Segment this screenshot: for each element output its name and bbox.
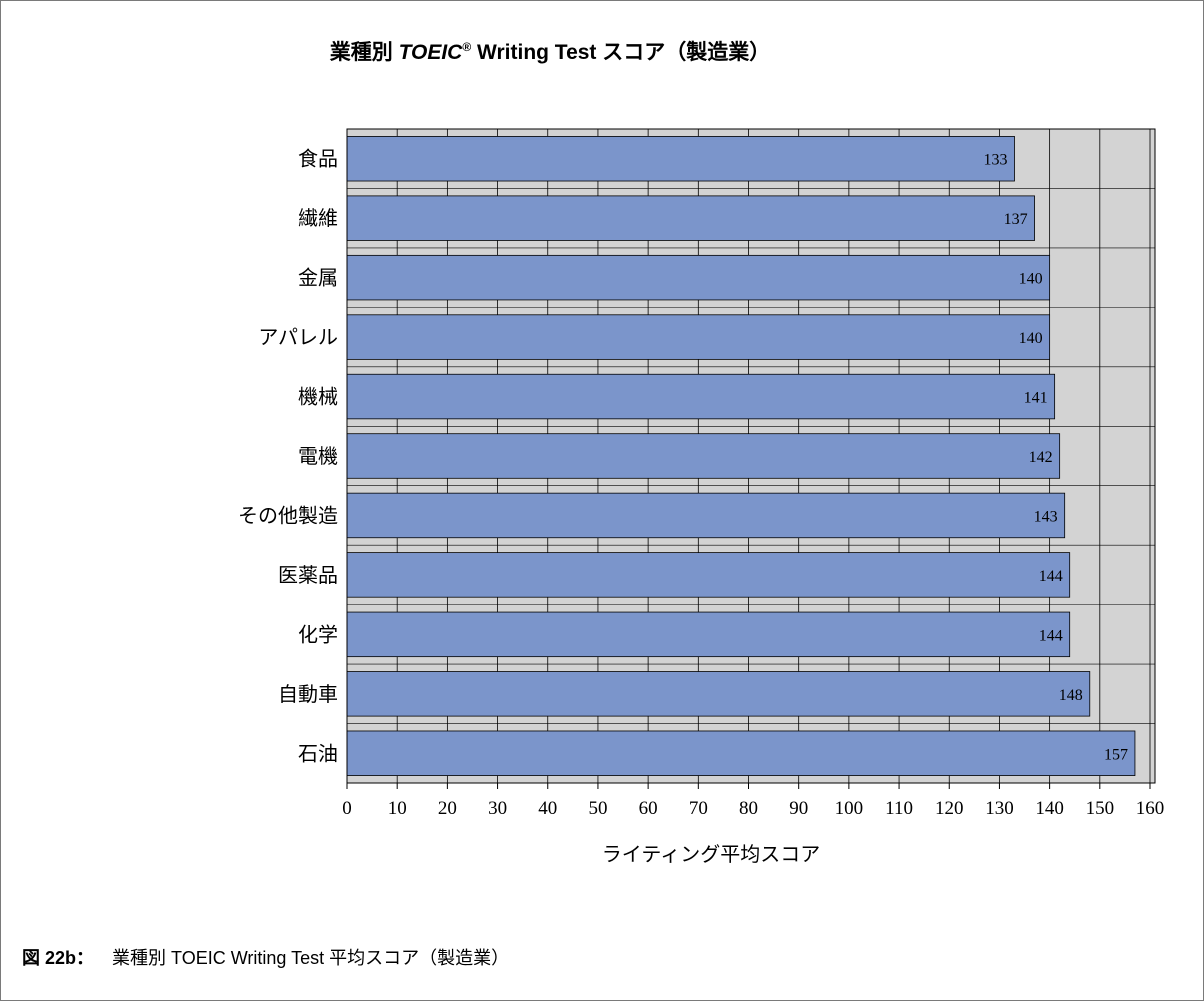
- data-label: 141: [1024, 390, 1048, 407]
- bar: [346, 254, 1051, 301]
- figure-caption-text: 業種別 TOEIC Writing Test 平均スコア（製造業）: [112, 948, 510, 968]
- x-axis-label: ライティング平均スコア: [602, 842, 820, 866]
- category-label: 化学: [298, 622, 338, 646]
- x-tick-label: 130: [985, 798, 1014, 819]
- data-label: 148: [1059, 687, 1083, 704]
- x-tick-label: 10: [388, 798, 407, 819]
- category-label: 食品: [298, 147, 338, 171]
- bar: [346, 136, 1015, 182]
- category-label: その他製造: [238, 503, 338, 527]
- x-tick-label: 140: [1035, 798, 1064, 819]
- category-label: 電機: [298, 444, 338, 468]
- data-label: 144: [1039, 568, 1063, 585]
- data-label: 143: [1034, 508, 1058, 525]
- bar: [346, 314, 1051, 360]
- category-label: 金属: [298, 266, 338, 290]
- bar: [346, 671, 1091, 717]
- data-label: 133: [983, 152, 1007, 169]
- bar: [346, 373, 1056, 420]
- data-label: 157: [1104, 746, 1128, 763]
- figure-number: 図 22b：: [22, 948, 95, 968]
- x-tick-label: 20: [438, 798, 457, 819]
- x-tick-label: 60: [639, 798, 658, 819]
- x-tick-label: 80: [739, 798, 758, 819]
- category-label: アパレル: [258, 325, 338, 349]
- bar: [346, 611, 1071, 658]
- data-label: 142: [1029, 449, 1053, 466]
- bar: [346, 492, 1066, 539]
- figure-caption: 図 22b： 業種別 TOEIC Writing Test 平均スコア（製造業）: [22, 944, 509, 970]
- x-tick-label: 50: [588, 798, 607, 819]
- x-tick-label: 100: [835, 798, 864, 819]
- chart-title-registered-mark: ®: [462, 40, 472, 54]
- x-tick-label: 90: [789, 798, 808, 819]
- x-tick-label: 150: [1086, 798, 1115, 819]
- category-label: 機械: [298, 385, 338, 409]
- x-tick-label: 110: [885, 798, 913, 819]
- category-label: 石油: [298, 741, 338, 765]
- x-tick-label: 0: [342, 798, 352, 819]
- chart-title: 業種別 TOEIC® Writing Test スコア（製造業）: [0, 36, 1100, 66]
- bar: [346, 552, 1071, 598]
- x-tick-label: 40: [538, 798, 557, 819]
- bar: [346, 730, 1136, 776]
- category-label: 自動車: [278, 682, 338, 706]
- x-tick-label: 120: [935, 798, 964, 819]
- chart-title-prefix: 業種別: [329, 41, 399, 64]
- x-tick-label: 30: [488, 798, 507, 819]
- data-label: 137: [1004, 211, 1028, 228]
- category-label: 繊維: [298, 206, 338, 230]
- chart-title-suffix: Writing Test スコア（製造業）: [471, 41, 771, 64]
- data-label: 144: [1039, 627, 1063, 644]
- data-label: 140: [1019, 330, 1043, 347]
- category-label: 医薬品: [278, 563, 338, 587]
- bar: [346, 433, 1061, 479]
- x-tick-label: 160: [1136, 798, 1165, 819]
- x-tick-label: 70: [689, 798, 708, 819]
- chart-title-brand: TOEIC: [398, 41, 463, 64]
- bar: [346, 195, 1035, 241]
- data-label: 140: [1019, 271, 1043, 288]
